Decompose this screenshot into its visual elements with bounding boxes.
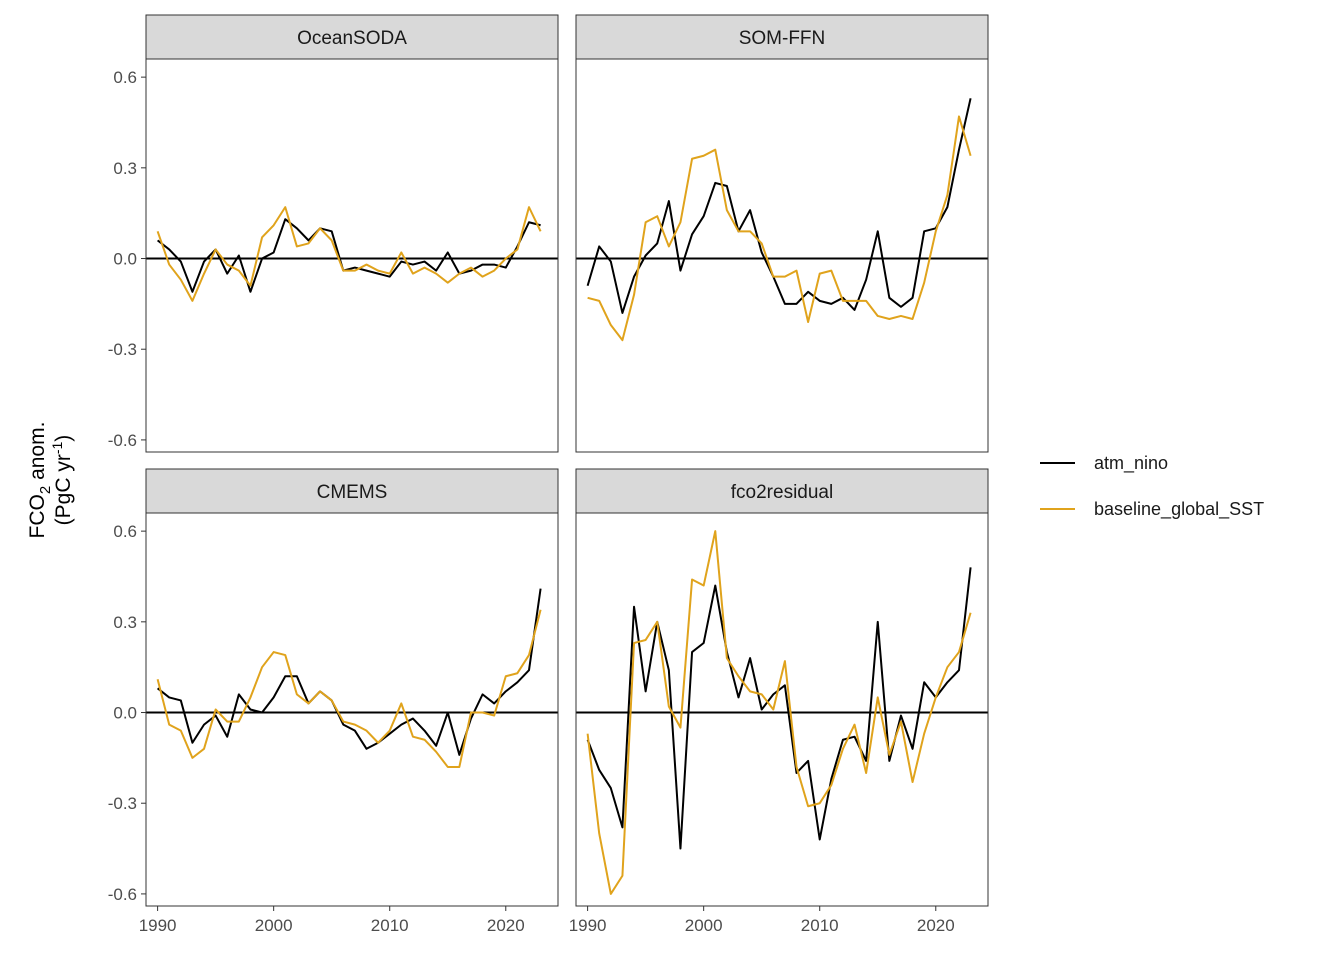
y-tick-label-cmems-0: -0.6	[108, 885, 137, 904]
strip-som-ffn	[575, 14, 989, 60]
plot-area-fco2residual	[576, 513, 988, 906]
y-axis-title-part-b: anom.	[26, 422, 49, 486]
series-atm-nino-som-ffn	[586, 98, 972, 314]
y-axis-title-subscript: 2	[37, 486, 54, 494]
strip-title-cmems: CMEMS	[317, 482, 388, 503]
x-tick-label-cmems-3: 2020	[487, 916, 525, 935]
y-tick-label-oceansoda-1: -0.3	[108, 340, 137, 359]
plot-area-som-ffn	[576, 59, 988, 452]
y-axis-title: FCO2 anom. (PgC yr-1)	[26, 422, 75, 539]
strip-fco2residual	[575, 468, 989, 514]
y-tick-label-oceansoda-2: 0.0	[113, 250, 137, 269]
panel-oceansoda: OceanSODA -0.6 -0.3 0.0 0.3 0.6	[108, 14, 559, 453]
y-tick-label-cmems-2: 0.0	[113, 704, 137, 723]
panel-border-som-ffn	[575, 58, 989, 453]
strip-title-oceansoda: OceanSODA	[297, 28, 407, 49]
series-baseline-global-sst-oceansoda	[156, 206, 542, 302]
x-tick-label-cmems-2: 2010	[371, 916, 409, 935]
legend-label-baseline-global-sst: baseline_global_SST	[1094, 499, 1264, 520]
panels-layer: OceanSODA -0.6 -0.3 0.0 0.3 0.6 SOM-FFN CMEMS -0…	[108, 14, 989, 935]
legend: atm_nino baseline_global_SST	[1040, 453, 1264, 520]
y-axis-title-superscript: -1	[49, 441, 65, 454]
x-tick-label-fco2residual-3: 2020	[917, 916, 955, 935]
x-tick-label-cmems-1: 2000	[255, 916, 293, 935]
y-tick-label-oceansoda-0: -0.6	[108, 431, 137, 450]
series-baseline-global-sst-som-ffn	[587, 115, 972, 342]
y-tick-label-cmems-4: 0.6	[113, 522, 137, 541]
series-atm-nino-fco2residual	[586, 567, 972, 850]
panel-border-oceansoda	[145, 58, 559, 453]
series-baseline-global-sst-fco2residual	[586, 530, 972, 895]
panel-border-fco2residual	[575, 512, 989, 907]
panel-fco2residual: fco2residual 1990 2000 2010 2020	[569, 468, 989, 935]
y-tick-label-oceansoda-4: 0.6	[113, 68, 137, 87]
plot-area-oceansoda	[146, 59, 558, 452]
series-atm-nino-oceansoda	[156, 218, 541, 293]
strip-title-som-ffn: SOM-FFN	[739, 28, 826, 49]
panel-som-ffn: SOM-FFN	[575, 14, 989, 453]
y-tick-label-oceansoda-3: 0.3	[113, 159, 137, 178]
y-tick-label-cmems-1: -0.3	[108, 794, 137, 813]
panel-cmems: CMEMS -0.6 -0.3 0.0 0.3 0.6 1990 2000 2010 2020	[108, 468, 559, 935]
x-tick-label-cmems-0: 1990	[139, 916, 177, 935]
x-tick-label-fco2residual-1: 2000	[685, 916, 723, 935]
legend-label-atm-nino: atm_nino	[1094, 453, 1168, 474]
strip-oceansoda	[145, 14, 559, 60]
strip-title-fco2residual: fco2residual	[731, 482, 833, 503]
x-tick-label-fco2residual-0: 1990	[569, 916, 607, 935]
svg-text:FCO2 anom.: FCO2 anom.	[26, 422, 54, 539]
strip-cmems	[145, 468, 559, 514]
series-baseline-global-sst-cmems	[156, 609, 542, 768]
y-axis-title-close: )	[52, 435, 75, 442]
y-axis-title-part-a: FCO	[26, 494, 49, 538]
svg-text:(PgC yr-1): (PgC yr-1)	[49, 435, 75, 526]
panel-border-cmems	[145, 512, 559, 907]
y-tick-label-cmems-3: 0.3	[113, 613, 137, 632]
series-atm-nino-cmems	[156, 588, 542, 756]
x-tick-label-fco2residual-2: 2010	[801, 916, 839, 935]
y-axis-title-unit: (PgC yr	[52, 454, 75, 525]
